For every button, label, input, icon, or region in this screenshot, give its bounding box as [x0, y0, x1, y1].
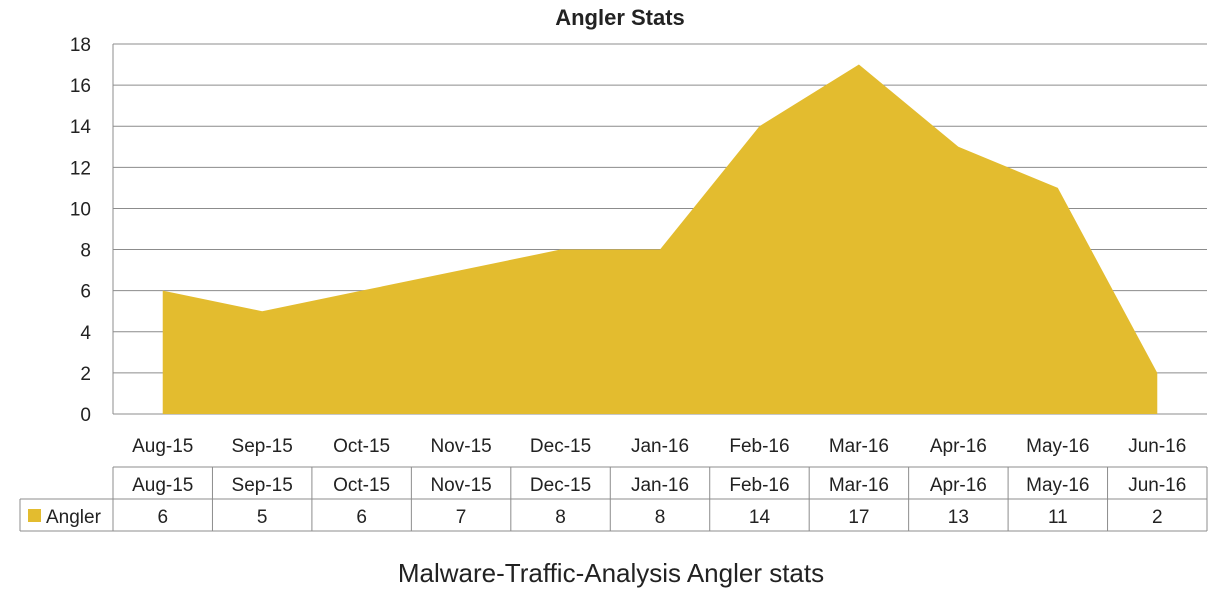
- table-value-cell: 17: [848, 507, 869, 528]
- table-header-cell: Feb-16: [729, 475, 789, 496]
- table-value-cell: 6: [356, 507, 367, 528]
- y-tick-label: 10: [70, 199, 91, 220]
- table-header-cell: Aug-15: [132, 475, 193, 496]
- table-header-cell: Jun-16: [1128, 475, 1186, 496]
- y-tick-label: 16: [70, 76, 91, 97]
- table-value-cell: 8: [655, 507, 666, 528]
- y-tick-label: 18: [70, 35, 91, 56]
- table-value-cell: 11: [1048, 507, 1068, 528]
- table-value-cell: 5: [257, 507, 268, 528]
- x-tick-label: May-16: [1026, 436, 1089, 457]
- table-value-cell: 13: [948, 507, 969, 528]
- table-header-cell: Sep-15: [232, 475, 293, 496]
- table-header-cell: Mar-16: [829, 475, 889, 496]
- table-value-cell: 7: [456, 507, 467, 528]
- table-header-cell: Nov-15: [430, 475, 491, 496]
- plot-area: [162, 64, 1158, 415]
- x-tick-label: Feb-16: [729, 436, 789, 457]
- x-tick-label: Sep-15: [232, 436, 293, 457]
- table-value-cell: 14: [749, 507, 771, 528]
- x-tick-label: Jun-16: [1128, 436, 1186, 457]
- table-value-cell: 8: [555, 507, 566, 528]
- y-tick-label: 8: [80, 241, 91, 262]
- table-header-cell: Apr-16: [930, 475, 987, 496]
- y-tick-label: 0: [80, 405, 91, 426]
- y-tick-label: 2: [80, 364, 91, 385]
- y-tick-label: 14: [70, 117, 92, 138]
- x-axis-ticks: Aug-15 Sep-15 Oct-15 Nov-15 Dec-15 Jan-16 Feb-…: [132, 436, 1186, 457]
- x-tick-label: Dec-15: [530, 436, 591, 457]
- x-tick-label: Jan-16: [631, 436, 689, 457]
- table-value-cell: 6: [157, 507, 168, 528]
- chart-title: Angler Stats: [555, 5, 685, 30]
- y-tick-label: 6: [80, 282, 91, 303]
- x-tick-label: Nov-15: [430, 436, 491, 457]
- x-tick-label: Apr-16: [930, 436, 987, 457]
- x-tick-label: Aug-15: [132, 436, 193, 457]
- table-header-cell: Jan-16: [631, 475, 689, 496]
- legend-swatch: [28, 509, 41, 522]
- table-header-cell: May-16: [1026, 475, 1089, 496]
- y-axis-ticks: 0 2 4 6 8 10 12 14 16 18: [70, 35, 92, 426]
- table-header-cell: Dec-15: [530, 475, 591, 496]
- y-tick-label: 4: [80, 323, 91, 344]
- angler-area: [162, 64, 1158, 415]
- table-value-cell: 2: [1152, 507, 1163, 528]
- y-tick-label: 12: [70, 158, 91, 179]
- table-header-cell: Oct-15: [333, 475, 390, 496]
- legend-label: Angler: [46, 507, 102, 528]
- x-tick-label: Oct-15: [333, 436, 390, 457]
- data-table: Aug-15 Sep-15 Oct-15 Nov-15 Dec-15 Jan-16 Feb-…: [19, 466, 1208, 532]
- figure-caption: Malware-Traffic-Analysis Angler stats: [397, 558, 825, 588]
- x-tick-label: Mar-16: [829, 436, 889, 457]
